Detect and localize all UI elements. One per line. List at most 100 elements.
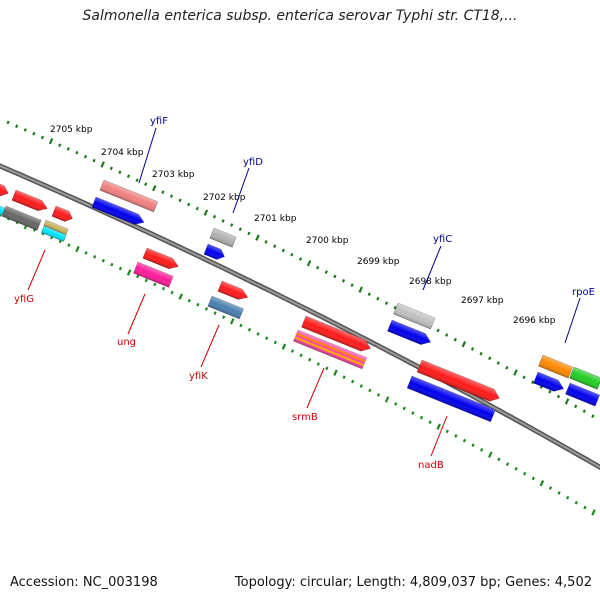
tick-mark: [574, 500, 578, 505]
gene-feature[interactable]: [387, 319, 433, 348]
tick-mark: [531, 380, 535, 384]
gene-label-yfiD[interactable]: yfiD: [243, 157, 263, 168]
tick-mark: [187, 298, 191, 303]
tick-mark: [351, 379, 355, 384]
gene-feature[interactable]: [40, 225, 67, 242]
gene-feature-shading: [207, 296, 244, 319]
gene-label-nadB[interactable]: nadB: [418, 460, 444, 471]
tick-mark: [239, 323, 243, 328]
gene-feature[interactable]: [0, 179, 10, 198]
gene-feature[interactable]: [565, 382, 600, 407]
gene-feature-shading: [91, 197, 145, 225]
tick-mark: [135, 178, 139, 183]
tick-mark: [256, 332, 260, 336]
gene-label-leader: [232, 167, 250, 214]
gene-label-yfiC[interactable]: yfiC: [433, 234, 452, 245]
gene-features: [0, 179, 600, 423]
tick-mark: [324, 270, 328, 274]
gene-feature-shading: [0, 202, 5, 216]
gene-feature[interactable]: [91, 196, 146, 227]
tick-mark: [169, 194, 174, 199]
tick-mark: [384, 396, 390, 403]
gene-label-leader: [200, 324, 220, 368]
gene-feature[interactable]: [133, 261, 174, 288]
gene-feature[interactable]: [207, 295, 244, 320]
tick-mark: [109, 166, 113, 171]
accession-text: Accession: NC_003198: [10, 575, 158, 590]
tick-mark: [505, 462, 510, 466]
tick-mark: [299, 353, 303, 358]
tick-mark: [514, 467, 518, 471]
kbp-label: 2697 kbp: [461, 296, 504, 306]
tick-mark: [436, 423, 441, 430]
gene-feature[interactable]: [51, 205, 75, 224]
gene-label-srmB[interactable]: srmB: [292, 412, 318, 423]
tick-mark: [230, 223, 234, 227]
tick-mark: [306, 260, 312, 267]
tick-mark: [342, 375, 346, 379]
tick-mark: [273, 340, 277, 345]
tick-mark: [100, 161, 105, 168]
tick-mark: [488, 356, 492, 361]
gene-label-yfiF[interactable]: yfiF: [150, 116, 168, 127]
gene-feature-shading: [417, 360, 500, 402]
gene-feature[interactable]: [533, 371, 566, 394]
tick-mark: [480, 448, 484, 452]
gene-feature[interactable]: [209, 227, 237, 248]
gene-feature-shading: [217, 281, 248, 300]
gene-label-yfiG[interactable]: yfiG: [14, 294, 34, 305]
gene-feature-shading: [0, 180, 9, 196]
tick-mark: [564, 398, 570, 405]
gene-feature[interactable]: [99, 179, 159, 213]
tick-mark: [333, 369, 338, 376]
tick-mark: [461, 341, 467, 348]
gene-feature[interactable]: [416, 359, 502, 404]
tick-mark: [566, 495, 570, 500]
gene-feature-shading: [393, 303, 436, 330]
tick-mark: [255, 234, 260, 241]
map-title: Salmonella enterica subsp. enterica sero…: [82, 8, 518, 24]
gene-feature[interactable]: [538, 354, 574, 379]
gene-feature-shading: [387, 320, 431, 345]
tick-mark: [376, 393, 381, 397]
gene-label-leader: [422, 245, 442, 291]
gene-feature[interactable]: [406, 375, 496, 423]
tick-mark: [204, 307, 209, 311]
gene-feature[interactable]: [393, 302, 436, 330]
gene-feature[interactable]: [43, 219, 69, 235]
kbp-label: 2696 kbp: [513, 316, 556, 326]
gene-label-leader: [27, 249, 46, 291]
gene-feature[interactable]: [293, 329, 368, 370]
kbp-label: 2705 kbp: [50, 125, 93, 135]
gene-label-ung[interactable]: ung: [117, 337, 136, 348]
gene-feature[interactable]: [301, 315, 373, 354]
tick-mark: [144, 182, 148, 187]
tick-mark: [298, 257, 303, 261]
tick-mark: [591, 509, 596, 516]
gene-label-rpoE[interactable]: rpoE: [572, 287, 595, 298]
tick-mark: [6, 120, 10, 125]
tick-mark: [445, 333, 449, 337]
gene-feature[interactable]: [569, 366, 600, 390]
gene-feature[interactable]: [11, 189, 49, 214]
gene-feature-shading: [133, 262, 174, 288]
genome-info-text: Topology: circular; Length: 4,809,037 bp…: [234, 575, 592, 590]
gene-feature-shading: [407, 376, 496, 422]
gene-feature[interactable]: [0, 201, 6, 216]
gene-feature[interactable]: [203, 243, 227, 262]
tick-mark: [212, 214, 217, 219]
tick-mark: [110, 262, 114, 267]
tick-mark: [557, 491, 561, 495]
gene-feature[interactable]: [142, 247, 180, 272]
gene-feature[interactable]: [1, 205, 42, 231]
gene-label-yfiK[interactable]: yfiK: [189, 371, 208, 382]
tick-mark: [548, 389, 552, 394]
kbp-label: 2702 kbp: [203, 193, 246, 203]
tick-mark: [196, 302, 200, 307]
gene-stripe: [294, 336, 364, 367]
tick-mark: [152, 185, 157, 192]
gene-feature[interactable]: [217, 280, 250, 302]
gene-label-leader: [564, 297, 581, 344]
tick-mark: [83, 154, 88, 159]
tick-mark: [75, 150, 79, 155]
